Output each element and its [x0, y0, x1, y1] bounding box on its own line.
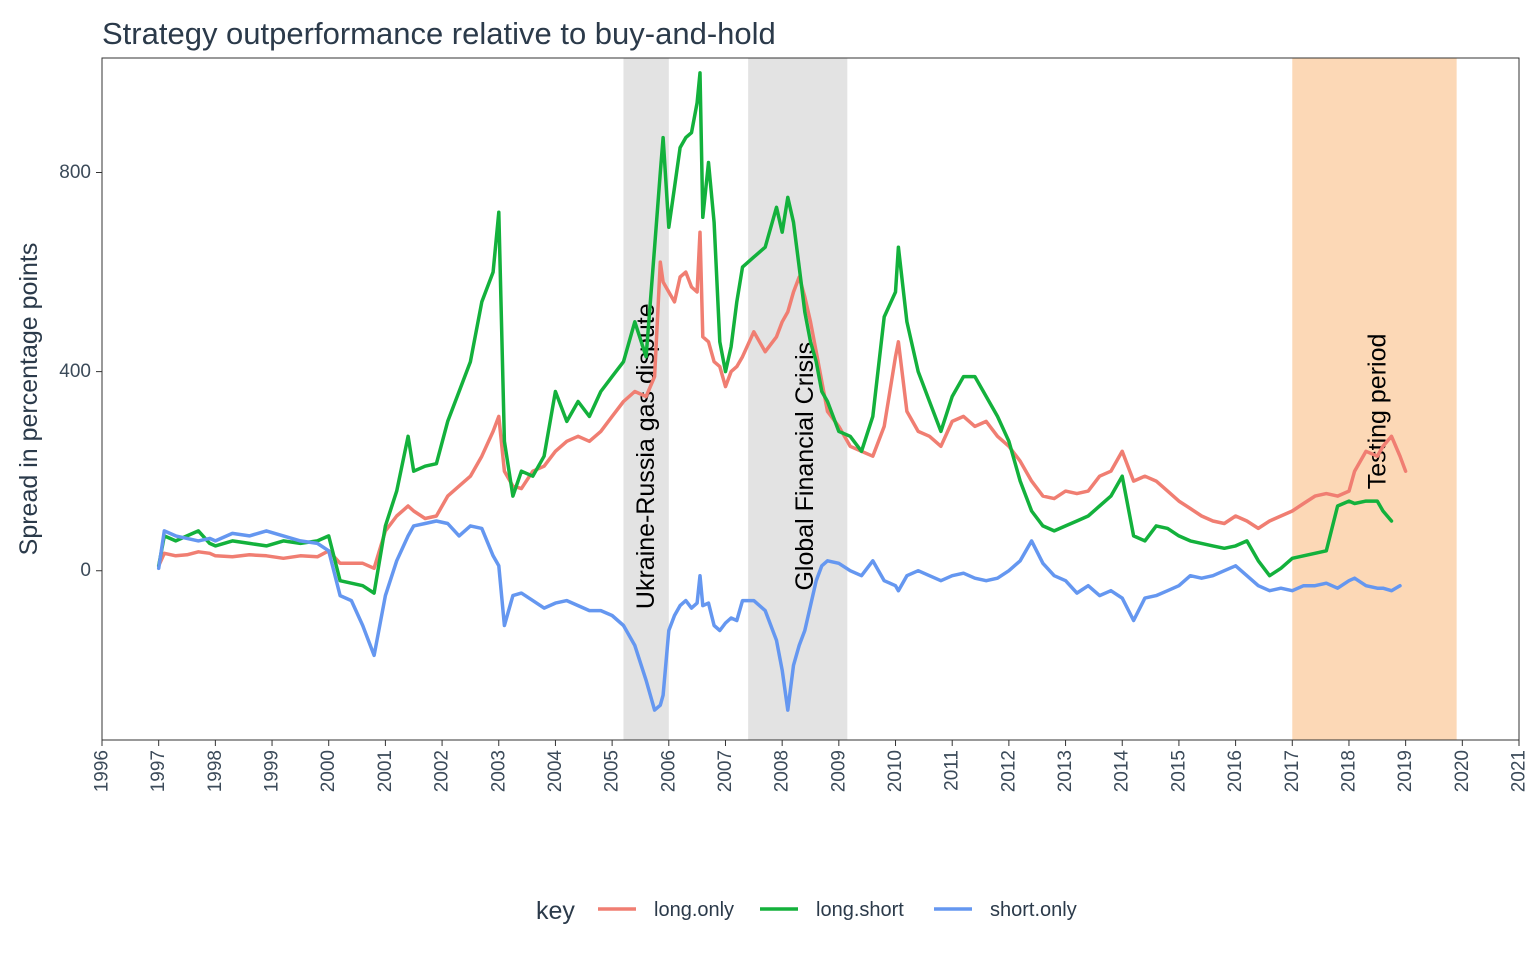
y-tick-label: 0 [80, 560, 91, 581]
legend-label-long-short: long.short [816, 899, 904, 921]
y-axis-label: Spread in percentage points [15, 243, 43, 556]
x-tick-label: 2012 [998, 750, 1019, 792]
x-tick-label: 2005 [602, 750, 623, 792]
y-tick-label: 400 [59, 361, 91, 382]
legend-label-long-only: long.only [654, 899, 734, 921]
x-tick-label: 1996 [92, 750, 113, 792]
x-tick-label: 2013 [1055, 750, 1076, 792]
x-tick-label: 2020 [1452, 750, 1473, 792]
x-tick-label: 1999 [262, 750, 283, 792]
x-tick-label: 2014 [1112, 750, 1133, 793]
x-tick-label: 2011 [942, 750, 963, 791]
x-tick-label: 2018 [1338, 750, 1359, 792]
annotation-testing-period: Testing period [1363, 334, 1391, 490]
legend-title: key [536, 897, 575, 925]
x-tick-label: 2009 [828, 750, 849, 792]
x-tick-label: 2015 [1168, 750, 1189, 792]
x-tick-label: 2002 [432, 750, 453, 792]
x-tick-label: 2000 [318, 750, 339, 792]
x-axis: 1996 1997 1998 1999 2000 2001 2002 2003 2004 2005… [92, 740, 1530, 792]
series-line-short-only [156, 519, 1402, 712]
chart-title: Strategy outperformance relative to buy-… [102, 16, 776, 51]
x-tick-label: 2001 [375, 750, 396, 792]
series-line-long-only [156, 230, 1408, 571]
x-tick-label: 2016 [1225, 750, 1246, 792]
plot-border [101, 57, 1520, 741]
annotation-global-financial-crisis: Global Financial Crisis [791, 342, 819, 591]
shaded-region-global-financial-crisis [748, 58, 848, 740]
legend-label-short-only: short.only [990, 899, 1077, 921]
x-tick-label: 2004 [545, 750, 566, 793]
shaded-regions [623, 58, 1457, 740]
x-tick-label: 1997 [148, 750, 169, 792]
x-tick-label: 2003 [488, 750, 509, 792]
x-tick-label: 2006 [658, 750, 679, 792]
series-lines [156, 71, 1408, 712]
shaded-region-testing-period [1292, 58, 1457, 740]
legend: key long.only long.short short.only [536, 897, 1077, 925]
x-tick-label: 2008 [772, 750, 793, 792]
x-tick-label: 1998 [205, 750, 226, 792]
x-tick-label: 2010 [885, 750, 906, 792]
y-axis: 0 400 800 [59, 162, 102, 581]
x-tick-label: 2017 [1282, 750, 1303, 792]
x-tick-label: 2021 [1509, 750, 1530, 792]
x-tick-label: 2019 [1395, 750, 1416, 792]
x-tick-label: 2007 [715, 750, 736, 792]
y-tick-label: 800 [59, 162, 91, 183]
series-line-long-short [156, 71, 1394, 595]
